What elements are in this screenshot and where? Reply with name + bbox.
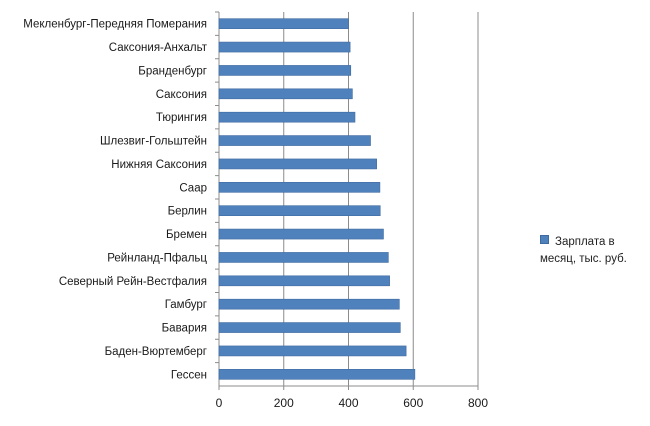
legend-label: Зарплата в месяц, тыс. руб. <box>540 236 627 265</box>
x-tick-labels: 0 200 400 600 800 <box>216 386 488 410</box>
category-label: Баден-Вюртемберг <box>105 346 207 358</box>
category-label: Тюрингия <box>156 112 207 124</box>
bar <box>218 111 356 123</box>
bar <box>218 345 407 357</box>
bar <box>218 158 377 170</box>
x-tick-label: 200 <box>274 396 294 410</box>
bar <box>218 65 352 76</box>
legend-swatch <box>540 235 549 244</box>
bar <box>218 18 349 29</box>
category-label: Рейнланд-Пфальц <box>107 252 207 264</box>
x-tick-label: 400 <box>338 396 358 410</box>
bar <box>218 369 416 380</box>
bar <box>218 322 401 333</box>
category-label: Саксония <box>156 89 207 101</box>
bar <box>218 275 390 287</box>
x-tick-label: 800 <box>468 396 488 410</box>
category-label: Нижняя Саксония <box>111 159 207 171</box>
category-label: Берлин <box>168 206 207 218</box>
category-label: Бавария <box>162 323 207 335</box>
legend: Зарплата в месяц, тыс. руб. <box>540 234 650 268</box>
x-tick-label: 0 <box>216 396 223 410</box>
bar <box>218 88 353 100</box>
category-label: Бремен <box>166 229 207 241</box>
bar <box>218 228 384 240</box>
category-label: Шлезвиг-Гольштейн <box>100 136 207 148</box>
bar <box>218 205 381 216</box>
category-label: Северный Рейн-Вестфалия <box>59 276 207 288</box>
category-labels: Мекленбург-Передняя Померания Саксония-Ан… <box>23 11 219 381</box>
category-label: Саар <box>179 182 207 194</box>
category-label: Гессен <box>171 369 207 381</box>
x-tick-label: 600 <box>403 396 423 410</box>
category-label: Саксония-Анхальт <box>109 42 208 54</box>
bar <box>218 298 400 310</box>
bar <box>218 135 371 146</box>
bars <box>218 18 416 380</box>
category-label: Гамбург <box>165 299 207 311</box>
bar <box>218 252 389 263</box>
category-label: Мекленбург-Передняя Померания <box>23 19 207 31</box>
category-label: Бранденбург <box>138 65 207 77</box>
bar <box>218 182 381 193</box>
bar <box>218 41 351 53</box>
